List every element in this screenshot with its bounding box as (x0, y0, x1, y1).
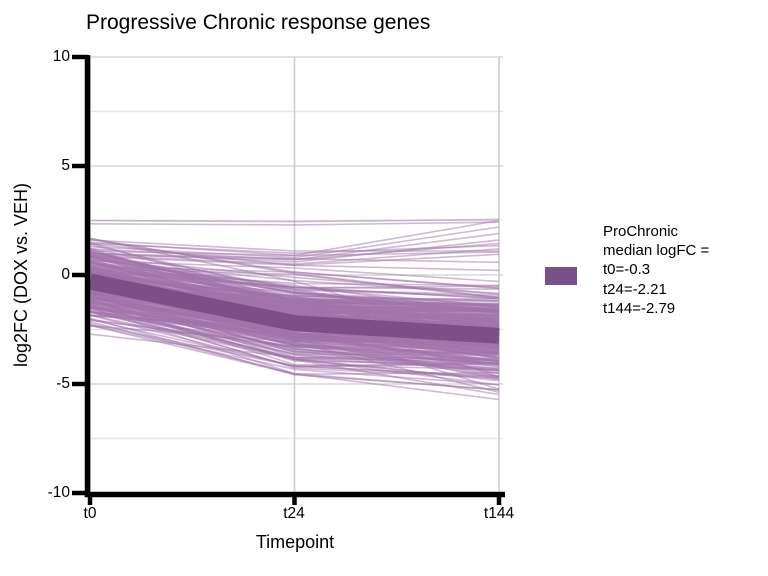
x-axis-label: Timepoint (255, 532, 335, 552)
y-tick-label: 10 (52, 48, 70, 65)
y-tick-label: 5 (61, 157, 70, 174)
legend-label-line: t24=-2.21 (603, 280, 667, 298)
legend-label-line: ProChronic (603, 223, 679, 240)
y-axis-label: log2FC (DOX vs. VEH) (11, 182, 31, 368)
legend-label-line: median logFC = (603, 242, 710, 260)
x-tick-label: t144 (483, 505, 515, 522)
x-tick-label: t0 (83, 505, 97, 522)
y-tick-label: -10 (47, 484, 70, 501)
x-tick-label: t24 (283, 505, 305, 522)
legend-label-line: t144=-2.79 (603, 299, 676, 317)
legend-label-line: t0=-0.3 (603, 261, 651, 279)
legend-label: ProChronic median logFC = t0=-0.3 t24=-2… (603, 222, 709, 318)
y-tick-label: 0 (61, 266, 70, 283)
y-tick-label: -5 (56, 375, 70, 392)
legend-swatch (545, 267, 577, 285)
chart-title: Progressive Chronic response genes (86, 11, 431, 34)
